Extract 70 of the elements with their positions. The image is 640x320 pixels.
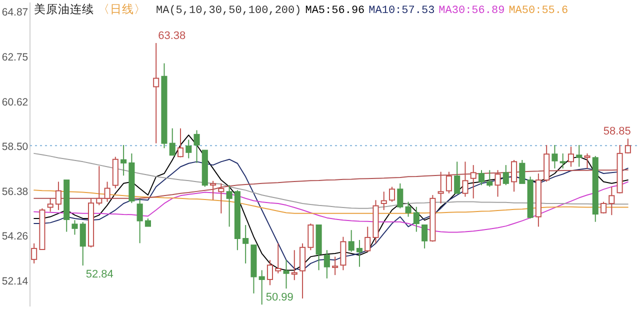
candlestick: [422, 224, 428, 249]
candlestick: [486, 170, 493, 188]
candlestick: [494, 170, 501, 198]
candlestick: [291, 250, 298, 281]
candlestick: [177, 128, 184, 158]
candlestick: [454, 161, 460, 194]
candlestick: [600, 201, 607, 214]
y-tick-label: 52.14: [2, 275, 28, 288]
line-series: [34, 152, 628, 209]
candlestick: [226, 184, 232, 228]
candlestick: [584, 152, 590, 169]
candlestick: [340, 236, 346, 271]
candlestick: [502, 164, 509, 186]
candlestick: [324, 250, 330, 279]
candlestick: [356, 240, 362, 268]
candlestick: [552, 144, 558, 169]
candlestick: [380, 191, 387, 211]
candlestick: [300, 242, 306, 299]
candlestick: [72, 220, 78, 236]
candlestick: [96, 166, 102, 206]
candlestick: [308, 223, 314, 251]
y-tick-label: 58.50: [2, 141, 28, 154]
candlestick: [210, 180, 216, 200]
candlestick: [242, 224, 249, 264]
candlestick: [478, 170, 485, 186]
candlestick: [136, 198, 143, 244]
candlestick: [576, 144, 582, 168]
candlestick: [568, 146, 574, 168]
candlestick: [511, 159, 518, 192]
candlestick: [275, 242, 282, 274]
candlestick: [258, 270, 265, 306]
y-tick-label: 62.75: [2, 51, 28, 64]
candlestick: [405, 201, 412, 218]
y-tick-label: 56.38: [2, 186, 28, 198]
y-tick-label: 64.87: [2, 6, 28, 19]
line-series: [34, 158, 628, 271]
candlestick: [446, 171, 452, 194]
candlestick: [624, 138, 631, 154]
y-tick-label: 60.62: [2, 96, 28, 108]
candlestick: [332, 256, 338, 276]
candlestick: [266, 260, 274, 286]
candlestick: [462, 161, 468, 198]
y-tick-label: 54.26: [2, 230, 28, 243]
candlestick: [560, 152, 566, 169]
candlestick: [608, 186, 615, 216]
candlestick: [519, 159, 526, 184]
annotation: 52.84: [86, 268, 114, 281]
candlestick: [153, 42, 160, 144]
annotation: 63.38: [158, 30, 186, 42]
header: 美原油连续 〈日线〉 MA(5,10,30,50,100,200) MA5:56.96 MA10:57.53 MA30:56.89 MA50:55.6: [34, 4, 568, 17]
annotation: 58.85: [603, 126, 631, 138]
candlestick: [348, 230, 354, 252]
candlestick: [397, 182, 404, 209]
candlestick: [104, 181, 110, 202]
candlestick: [47, 198, 54, 212]
candlestick: [218, 182, 224, 214]
candlestick: [120, 144, 127, 176]
candlestick: [438, 171, 444, 204]
candlestick: [194, 130, 200, 164]
annotation: 50.99: [266, 292, 294, 304]
candlestick: [364, 226, 371, 252]
candlestick: [186, 139, 192, 159]
candlestick: [388, 186, 396, 202]
candlestick: [31, 242, 38, 264]
candlestick: [169, 128, 176, 156]
candlestick: [413, 206, 420, 232]
candlestick: [55, 181, 62, 211]
candlestick: [80, 222, 86, 266]
candlestick: [283, 260, 290, 290]
candlestick: [470, 164, 476, 199]
